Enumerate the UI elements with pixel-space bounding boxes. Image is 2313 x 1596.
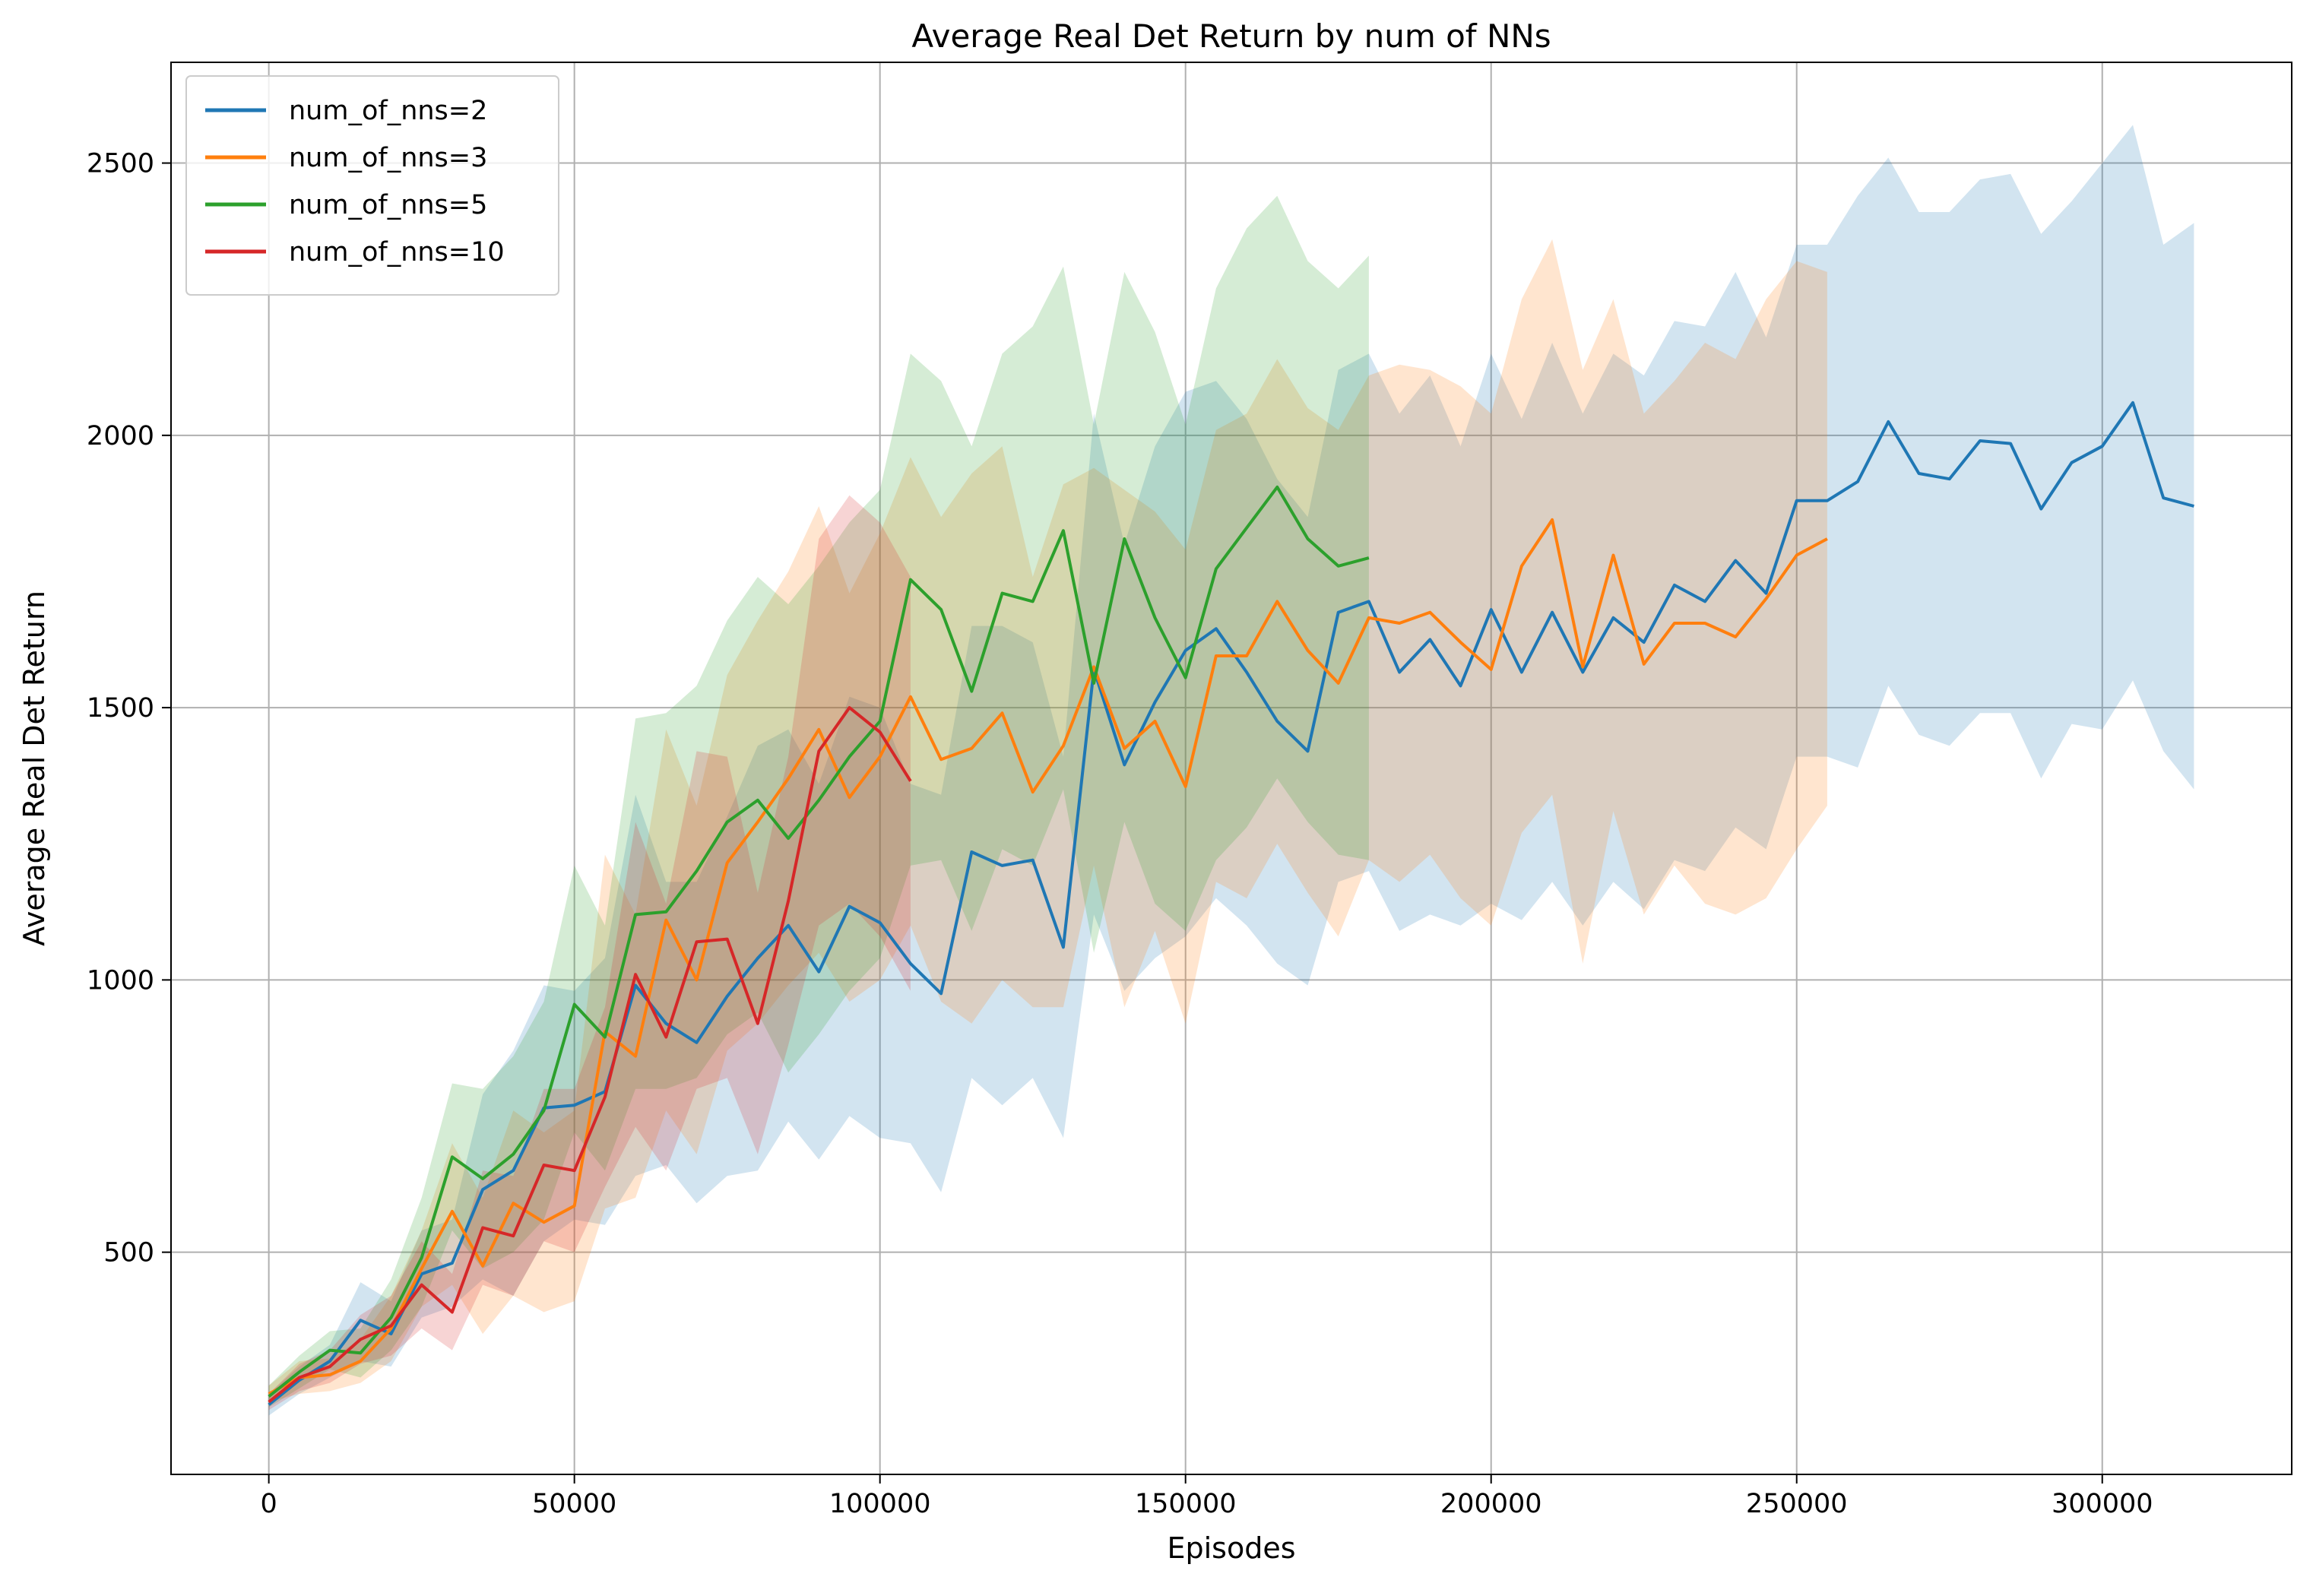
x-tick-label: 50000 <box>532 1489 616 1519</box>
y-tick-label: 2000 <box>87 421 154 451</box>
legend-label-series-1: num_of_nns=2 <box>289 96 487 126</box>
series-line-2 <box>268 518 1828 1395</box>
chart-title: Average Real Det Return by num of NNs <box>911 17 1551 55</box>
series-line-3 <box>268 485 1370 1398</box>
legend-box <box>185 75 559 296</box>
gridlines <box>171 62 2292 1474</box>
y-tick-label: 1500 <box>87 693 154 724</box>
x-tick-label: 200000 <box>1440 1489 1542 1519</box>
plot-frame <box>170 62 2292 1475</box>
confidence-band-series-1 <box>268 125 2194 1416</box>
x-tick-label: 300000 <box>2052 1489 2153 1519</box>
legend-label-series-4: num_of_nns=10 <box>289 237 505 268</box>
y-tick-label: 1000 <box>87 965 154 996</box>
series-lines <box>268 401 2194 1406</box>
x-tick-label: 100000 <box>829 1489 931 1519</box>
confidence-band-series-4 <box>268 495 911 1411</box>
x-tick-label: 250000 <box>1746 1489 1848 1519</box>
x-tick-label: 0 <box>261 1489 277 1519</box>
axis-ticks: 0 50000 100000 150000 200000 250000 300000 500 1… <box>87 149 2153 1519</box>
y-axis-label: Average Real Det Return <box>17 591 51 946</box>
y-tick-label: 2500 <box>87 149 154 179</box>
x-axis-label: Episodes <box>1167 1531 1295 1565</box>
legend-label-series-2: num_of_nns=3 <box>289 143 487 173</box>
confidence-band-series-2 <box>268 239 1827 1402</box>
legend: num_of_nns=2 num_of_nns=3 num_of_nns=5 num_… <box>185 75 559 296</box>
series-line-4 <box>268 706 912 1404</box>
plot-area <box>171 62 2292 1474</box>
y-tick-label: 500 <box>103 1238 154 1268</box>
x-tick-label: 150000 <box>1135 1489 1237 1519</box>
series-line-1 <box>268 401 2194 1406</box>
legend-label-series-3: num_of_nns=5 <box>289 190 487 220</box>
